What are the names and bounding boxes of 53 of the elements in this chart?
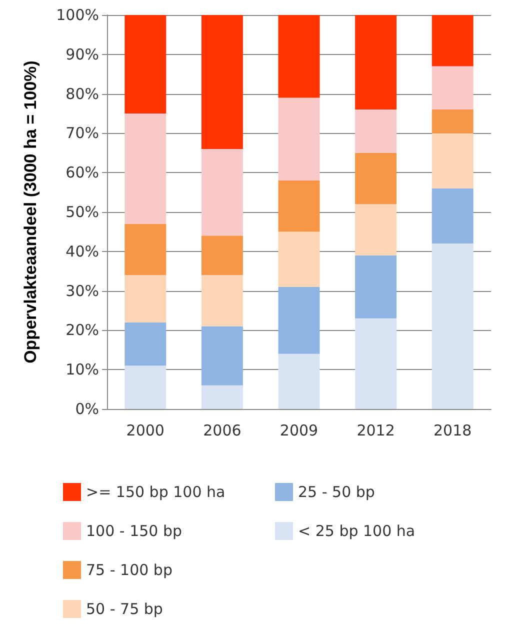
bar	[201, 326, 243, 386]
legend-label: >= 150 bp 100 ha	[86, 483, 226, 501]
bar	[201, 236, 243, 276]
bar	[432, 244, 474, 409]
bar	[278, 98, 320, 180]
y-tick-label: 90%	[66, 45, 99, 64]
y-tick-label: 20%	[66, 321, 99, 340]
legend-label: 50 - 75 bp	[86, 600, 163, 618]
bar	[124, 224, 166, 276]
legend-label: 100 - 150 bp	[86, 522, 182, 540]
x-tick-label: 2006	[203, 422, 242, 440]
bar	[355, 204, 397, 256]
x-tick-label: 2018	[434, 422, 472, 440]
bar	[278, 286, 320, 354]
y-tick-label: 40%	[66, 242, 99, 260]
bar	[432, 110, 474, 134]
x-tick-label: 2012	[356, 422, 395, 440]
y-tick-label: 80%	[66, 84, 99, 103]
x-tick-label: 2009	[280, 422, 318, 440]
legend-label: < 25 bp 100 ha	[298, 522, 416, 540]
bar	[201, 385, 243, 409]
legend-label: 25 - 50 bp	[298, 483, 375, 501]
bar	[355, 152, 397, 204]
bar	[355, 110, 397, 153]
y-tick-label: 60%	[66, 164, 99, 182]
y-axis-title: Oppervlakteaandeel (3000 ha = 100%)	[21, 60, 40, 364]
bar	[201, 148, 243, 236]
bar	[124, 15, 166, 114]
bar	[124, 275, 166, 322]
x-tick-label: 2000	[126, 422, 164, 440]
bar	[355, 15, 397, 110]
bar	[124, 366, 166, 409]
bar	[432, 133, 474, 188]
bar	[124, 322, 166, 366]
bar	[355, 318, 397, 409]
legend-label: 75 - 100 bp	[86, 561, 172, 579]
bar	[278, 180, 320, 232]
bar	[201, 275, 243, 326]
y-tick-label: 0%	[75, 400, 99, 418]
y-tick-label: 10%	[66, 360, 99, 379]
bar	[201, 15, 243, 149]
bar	[278, 354, 320, 409]
bar	[355, 255, 397, 318]
bar	[278, 15, 320, 98]
y-tick-label: 70%	[66, 124, 99, 142]
bar	[432, 66, 474, 110]
y-tick-label: 30%	[66, 282, 99, 300]
y-tick-label: 100%	[56, 6, 99, 24]
bar	[432, 15, 474, 66]
bar	[124, 114, 166, 224]
bar	[432, 188, 474, 244]
bar	[278, 232, 320, 287]
y-tick-label: 50%	[66, 203, 99, 221]
